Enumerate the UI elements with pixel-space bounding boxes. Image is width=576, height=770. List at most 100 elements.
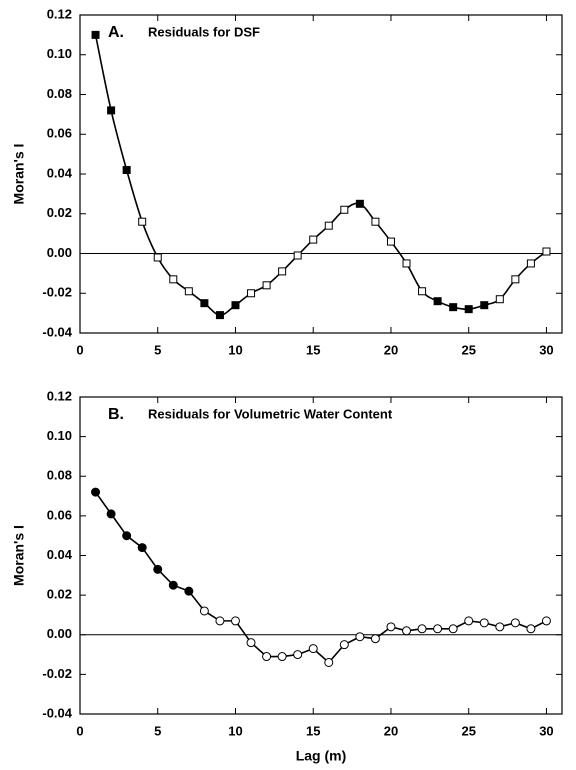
series-line (94, 491, 547, 664)
marker (246, 638, 256, 648)
marker (215, 616, 225, 626)
marker (480, 301, 489, 310)
marker (107, 106, 116, 115)
marker (339, 640, 349, 650)
y-tick-label: -0.04 (42, 705, 72, 720)
marker (542, 247, 551, 256)
marker (293, 251, 302, 260)
marker (122, 531, 132, 541)
marker (526, 624, 536, 634)
marker (231, 301, 240, 310)
panel-title: Residuals for DSF (148, 24, 260, 39)
y-axis-label: Moran's I (11, 525, 27, 586)
marker (433, 297, 442, 306)
x-tick-label: 0 (76, 342, 83, 357)
panel-title: Residuals for Volumetric Water Content (148, 406, 393, 421)
marker (106, 509, 116, 519)
marker (247, 289, 256, 298)
x-tick-label: 5 (154, 342, 161, 357)
marker (169, 275, 178, 284)
x-tick-label: 30 (539, 342, 553, 357)
y-tick-label: 0.08 (47, 468, 72, 483)
x-tick-label: 10 (228, 723, 242, 738)
marker (479, 618, 489, 628)
panel-label: A. (108, 24, 124, 41)
y-tick-label: -0.02 (42, 285, 72, 300)
marker (511, 275, 520, 284)
y-tick-label: 0.10 (47, 46, 72, 61)
marker (417, 624, 427, 634)
panel-label: B. (108, 406, 124, 423)
marker (184, 586, 194, 596)
marker (230, 616, 240, 626)
x-tick-label: 20 (384, 723, 398, 738)
marker (510, 618, 520, 628)
x-tick-label: 25 (461, 723, 475, 738)
y-axis-label: Moran's I (11, 144, 27, 205)
marker (495, 295, 504, 304)
marker (449, 303, 458, 312)
x-tick-label: 25 (461, 342, 475, 357)
marker (168, 580, 178, 590)
marker (153, 253, 162, 262)
y-tick-label: 0.12 (47, 6, 72, 21)
y-tick-label: 0.02 (47, 205, 72, 220)
x-tick-label: 15 (306, 723, 320, 738)
marker (526, 259, 535, 268)
marker (308, 644, 318, 654)
marker (199, 606, 209, 616)
y-tick-label: 0.04 (47, 165, 73, 180)
marker (386, 237, 395, 246)
plot-frame (79, 396, 563, 715)
y-tick-label: 0.00 (47, 245, 72, 260)
marker (370, 634, 380, 644)
marker (138, 217, 147, 226)
y-tick-label: 0.02 (47, 587, 72, 602)
marker (324, 221, 333, 230)
marker (340, 205, 349, 214)
marker (184, 287, 193, 296)
y-tick-label: 0.10 (47, 428, 72, 443)
x-axis-label: Lag (m) (296, 748, 347, 764)
marker (371, 217, 380, 226)
marker (541, 616, 551, 626)
marker (309, 235, 318, 244)
marker (433, 624, 443, 634)
marker (355, 199, 364, 208)
marker (495, 622, 505, 632)
x-tick-label: 5 (154, 723, 161, 738)
marker (464, 305, 473, 314)
marker (402, 259, 411, 268)
marker (324, 657, 334, 667)
y-tick-label: -0.02 (42, 666, 72, 681)
marker (200, 299, 209, 308)
marker (262, 281, 271, 290)
marker (262, 652, 272, 662)
y-tick-label: 0.08 (47, 86, 72, 101)
plot-frame (79, 14, 563, 334)
marker (448, 624, 458, 634)
x-tick-label: 15 (306, 342, 320, 357)
y-tick-label: 0.06 (47, 126, 72, 141)
marker (91, 487, 101, 497)
marker (293, 650, 303, 660)
marker (215, 311, 224, 320)
x-tick-label: 10 (228, 342, 242, 357)
marker (278, 267, 287, 276)
marker (402, 626, 412, 636)
x-tick-label: 0 (76, 723, 83, 738)
marker (91, 30, 100, 39)
x-tick-label: 20 (384, 342, 398, 357)
y-tick-label: -0.04 (42, 324, 72, 339)
marker (137, 543, 147, 553)
y-tick-label: 0.00 (47, 626, 72, 641)
marker (153, 564, 163, 574)
y-tick-label: 0.06 (47, 507, 72, 522)
y-tick-label: 0.12 (47, 388, 72, 403)
series-line (94, 34, 547, 316)
y-tick-label: 0.04 (47, 547, 73, 562)
marker (386, 622, 396, 632)
marker (464, 616, 474, 626)
marker (122, 166, 131, 175)
